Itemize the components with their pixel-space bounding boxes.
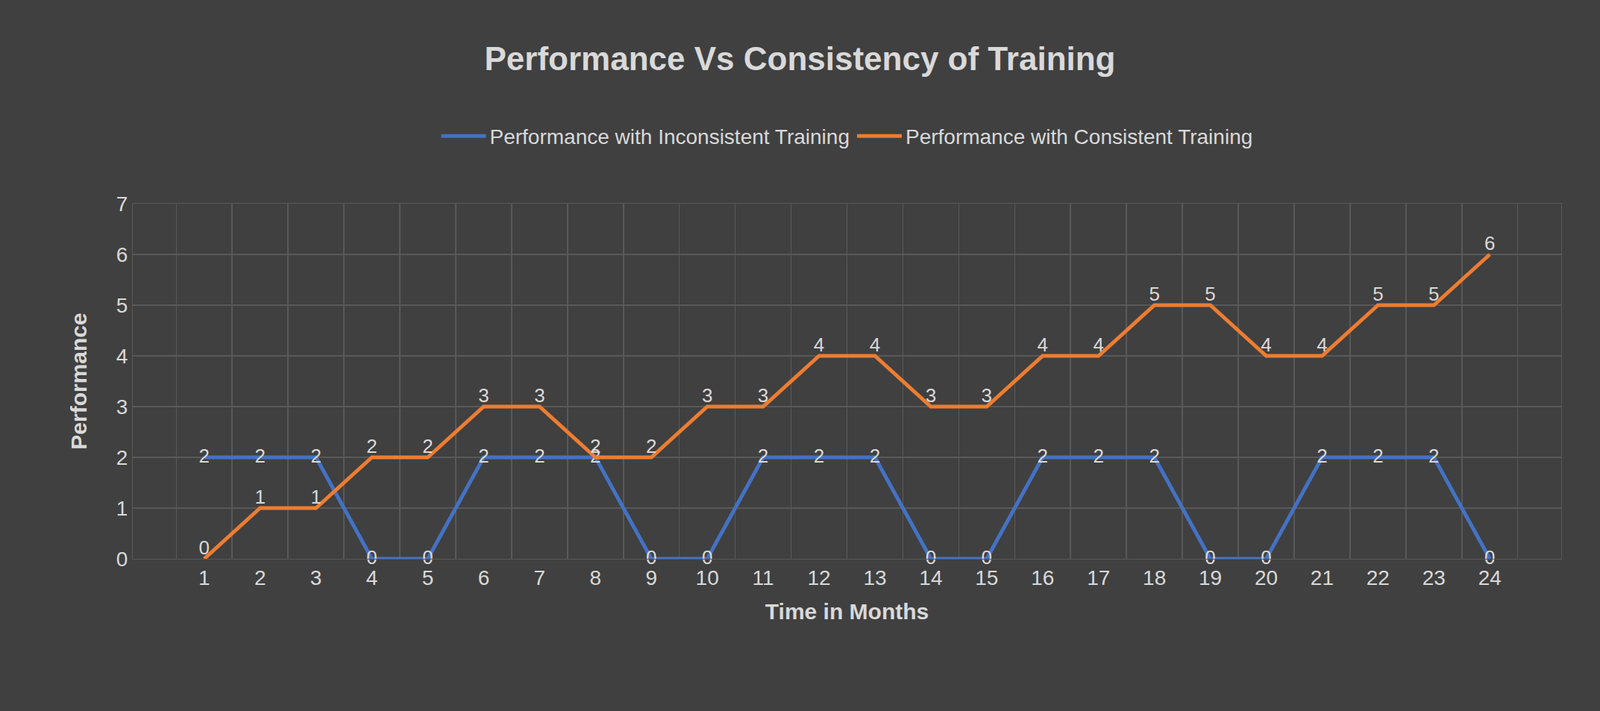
- svg-text:20: 20: [1254, 566, 1278, 590]
- svg-text:3: 3: [701, 384, 713, 407]
- svg-text:1: 1: [198, 566, 211, 590]
- svg-text:2: 2: [869, 444, 881, 467]
- svg-text:5: 5: [1372, 282, 1383, 306]
- svg-text:1: 1: [310, 485, 321, 508]
- svg-text:2: 2: [116, 446, 129, 470]
- svg-text:3: 3: [310, 566, 323, 590]
- svg-text:0: 0: [1260, 546, 1272, 569]
- svg-text:14: 14: [918, 566, 943, 590]
- svg-text:4: 4: [1316, 333, 1327, 356]
- svg-text:4: 4: [366, 566, 379, 590]
- svg-text:0: 0: [645, 546, 657, 569]
- svg-text:17: 17: [1086, 566, 1110, 590]
- svg-text:0: 0: [199, 536, 210, 559]
- svg-text:9: 9: [645, 566, 658, 590]
- svg-text:2: 2: [478, 444, 489, 467]
- svg-text:11: 11: [752, 566, 775, 590]
- svg-text:4: 4: [869, 333, 881, 356]
- svg-text:5: 5: [1428, 282, 1439, 306]
- svg-text:2: 2: [254, 566, 267, 590]
- svg-text:5: 5: [1148, 282, 1160, 306]
- svg-text:10: 10: [695, 566, 720, 590]
- svg-text:2: 2: [1148, 444, 1160, 467]
- svg-text:3: 3: [757, 384, 769, 407]
- svg-text:5: 5: [1204, 282, 1216, 306]
- svg-text:2: 2: [590, 444, 601, 467]
- svg-text:6: 6: [116, 243, 129, 267]
- svg-text:15: 15: [974, 566, 999, 590]
- svg-text:3: 3: [116, 395, 129, 419]
- svg-text:7: 7: [534, 566, 547, 590]
- svg-text:2: 2: [813, 444, 825, 467]
- svg-text:2: 2: [310, 444, 321, 467]
- svg-text:4: 4: [1260, 333, 1272, 356]
- svg-text:0: 0: [981, 546, 993, 569]
- svg-text:2: 2: [590, 434, 601, 458]
- svg-text:1: 1: [116, 496, 129, 520]
- svg-text:8: 8: [590, 566, 602, 590]
- svg-text:5: 5: [116, 293, 129, 318]
- svg-text:Performance Vs Consistency of: Performance Vs Consistency of Training: [484, 40, 1116, 77]
- svg-text:2: 2: [1372, 444, 1383, 467]
- svg-text:4: 4: [116, 344, 129, 368]
- svg-text:18: 18: [1142, 566, 1166, 590]
- svg-text:6: 6: [1484, 231, 1495, 255]
- svg-text:16: 16: [1030, 566, 1054, 590]
- svg-text:3: 3: [534, 384, 545, 407]
- svg-text:2: 2: [1428, 444, 1439, 467]
- svg-text:5: 5: [422, 566, 435, 590]
- svg-text:3: 3: [478, 384, 489, 407]
- svg-text:0: 0: [422, 546, 433, 569]
- svg-text:4: 4: [1092, 333, 1104, 356]
- svg-text:24: 24: [1478, 566, 1502, 590]
- svg-text:0: 0: [116, 547, 129, 571]
- svg-text:3: 3: [981, 384, 993, 407]
- svg-text:0: 0: [366, 546, 377, 569]
- svg-text:4: 4: [1037, 333, 1049, 356]
- svg-text:2: 2: [534, 444, 545, 467]
- svg-text:6: 6: [478, 566, 491, 590]
- svg-text:2: 2: [422, 434, 433, 458]
- svg-text:19: 19: [1198, 566, 1222, 590]
- svg-text:21: 21: [1310, 566, 1334, 590]
- svg-text:2: 2: [1037, 444, 1049, 467]
- svg-text:Performance with Inconsistent: Performance with Inconsistent Training: [490, 125, 850, 149]
- svg-text:0: 0: [925, 546, 937, 569]
- svg-text:2: 2: [199, 444, 210, 467]
- svg-text:Time in Months: Time in Months: [765, 598, 929, 624]
- svg-text:3: 3: [925, 384, 937, 407]
- svg-text:2: 2: [757, 444, 769, 467]
- svg-text:13: 13: [863, 566, 887, 590]
- svg-text:2: 2: [254, 444, 265, 467]
- svg-text:1: 1: [254, 485, 265, 508]
- svg-text:22: 22: [1366, 566, 1390, 590]
- svg-text:Performance with Consistent Tr: Performance with Consistent Training: [905, 125, 1253, 149]
- svg-text:Performance: Performance: [66, 312, 92, 450]
- svg-text:0: 0: [1204, 546, 1216, 569]
- svg-text:23: 23: [1422, 566, 1446, 590]
- svg-text:12: 12: [807, 566, 831, 590]
- svg-text:0: 0: [701, 546, 713, 569]
- svg-text:4: 4: [813, 333, 825, 356]
- svg-text:2: 2: [1092, 444, 1104, 467]
- svg-text:2: 2: [645, 434, 657, 458]
- svg-text:2: 2: [1316, 444, 1327, 467]
- svg-text:2: 2: [366, 434, 377, 458]
- svg-text:0: 0: [1484, 546, 1495, 569]
- svg-text:7: 7: [116, 192, 129, 216]
